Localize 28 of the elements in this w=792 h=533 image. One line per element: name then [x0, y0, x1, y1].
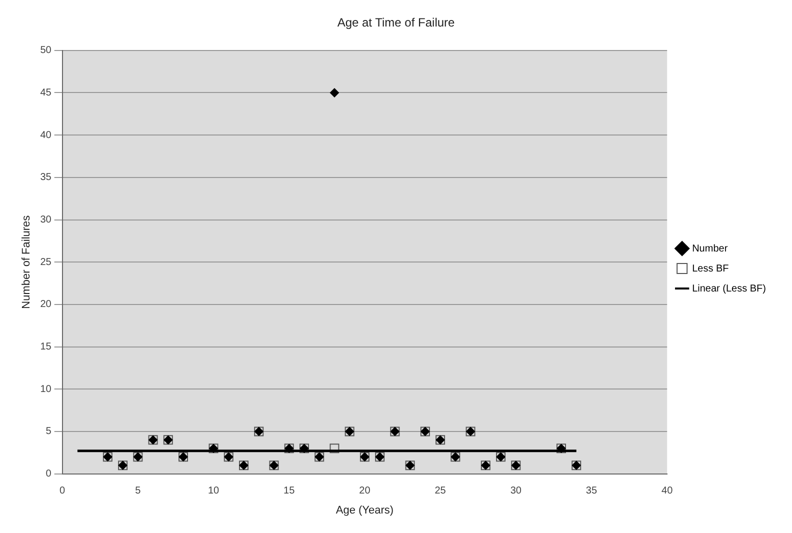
y-tick-label: 50: [40, 45, 52, 56]
legend-label: Less BF: [692, 263, 729, 274]
x-tick-label: 35: [586, 486, 598, 497]
y-tick-label: 10: [40, 384, 52, 395]
x-tick-label: 20: [359, 486, 371, 497]
point: [330, 88, 339, 98]
x-tick-label: 30: [510, 486, 522, 497]
legend-label: Linear (Less BF): [692, 283, 766, 294]
y-tick-label: 45: [40, 87, 52, 98]
y-tick-label: 15: [40, 342, 52, 353]
x-axis-title: Age (Years): [336, 504, 394, 516]
x-tick-label: 25: [434, 486, 446, 497]
y-tick-label: 20: [40, 299, 52, 310]
x-tick-label: 5: [135, 486, 142, 497]
chart-title: Age at Time of Failure: [337, 16, 456, 30]
y-axis-title: Number of Failures: [20, 214, 33, 309]
y-tick-label: 40: [40, 130, 52, 141]
x-tick-label: 10: [208, 486, 220, 497]
point: [330, 444, 340, 454]
x-tick-label: 15: [284, 486, 296, 497]
x-tick-label: 0: [60, 486, 66, 497]
legend-label: Number: [692, 243, 728, 254]
x-tick-label: 40: [662, 486, 674, 497]
y-tick-label: 5: [46, 426, 52, 438]
y-tick-label: 30: [40, 214, 52, 226]
y-tick-label: 0: [46, 468, 52, 480]
y-tick-label: 25: [40, 256, 52, 268]
y-tick-label: 35: [40, 172, 52, 184]
